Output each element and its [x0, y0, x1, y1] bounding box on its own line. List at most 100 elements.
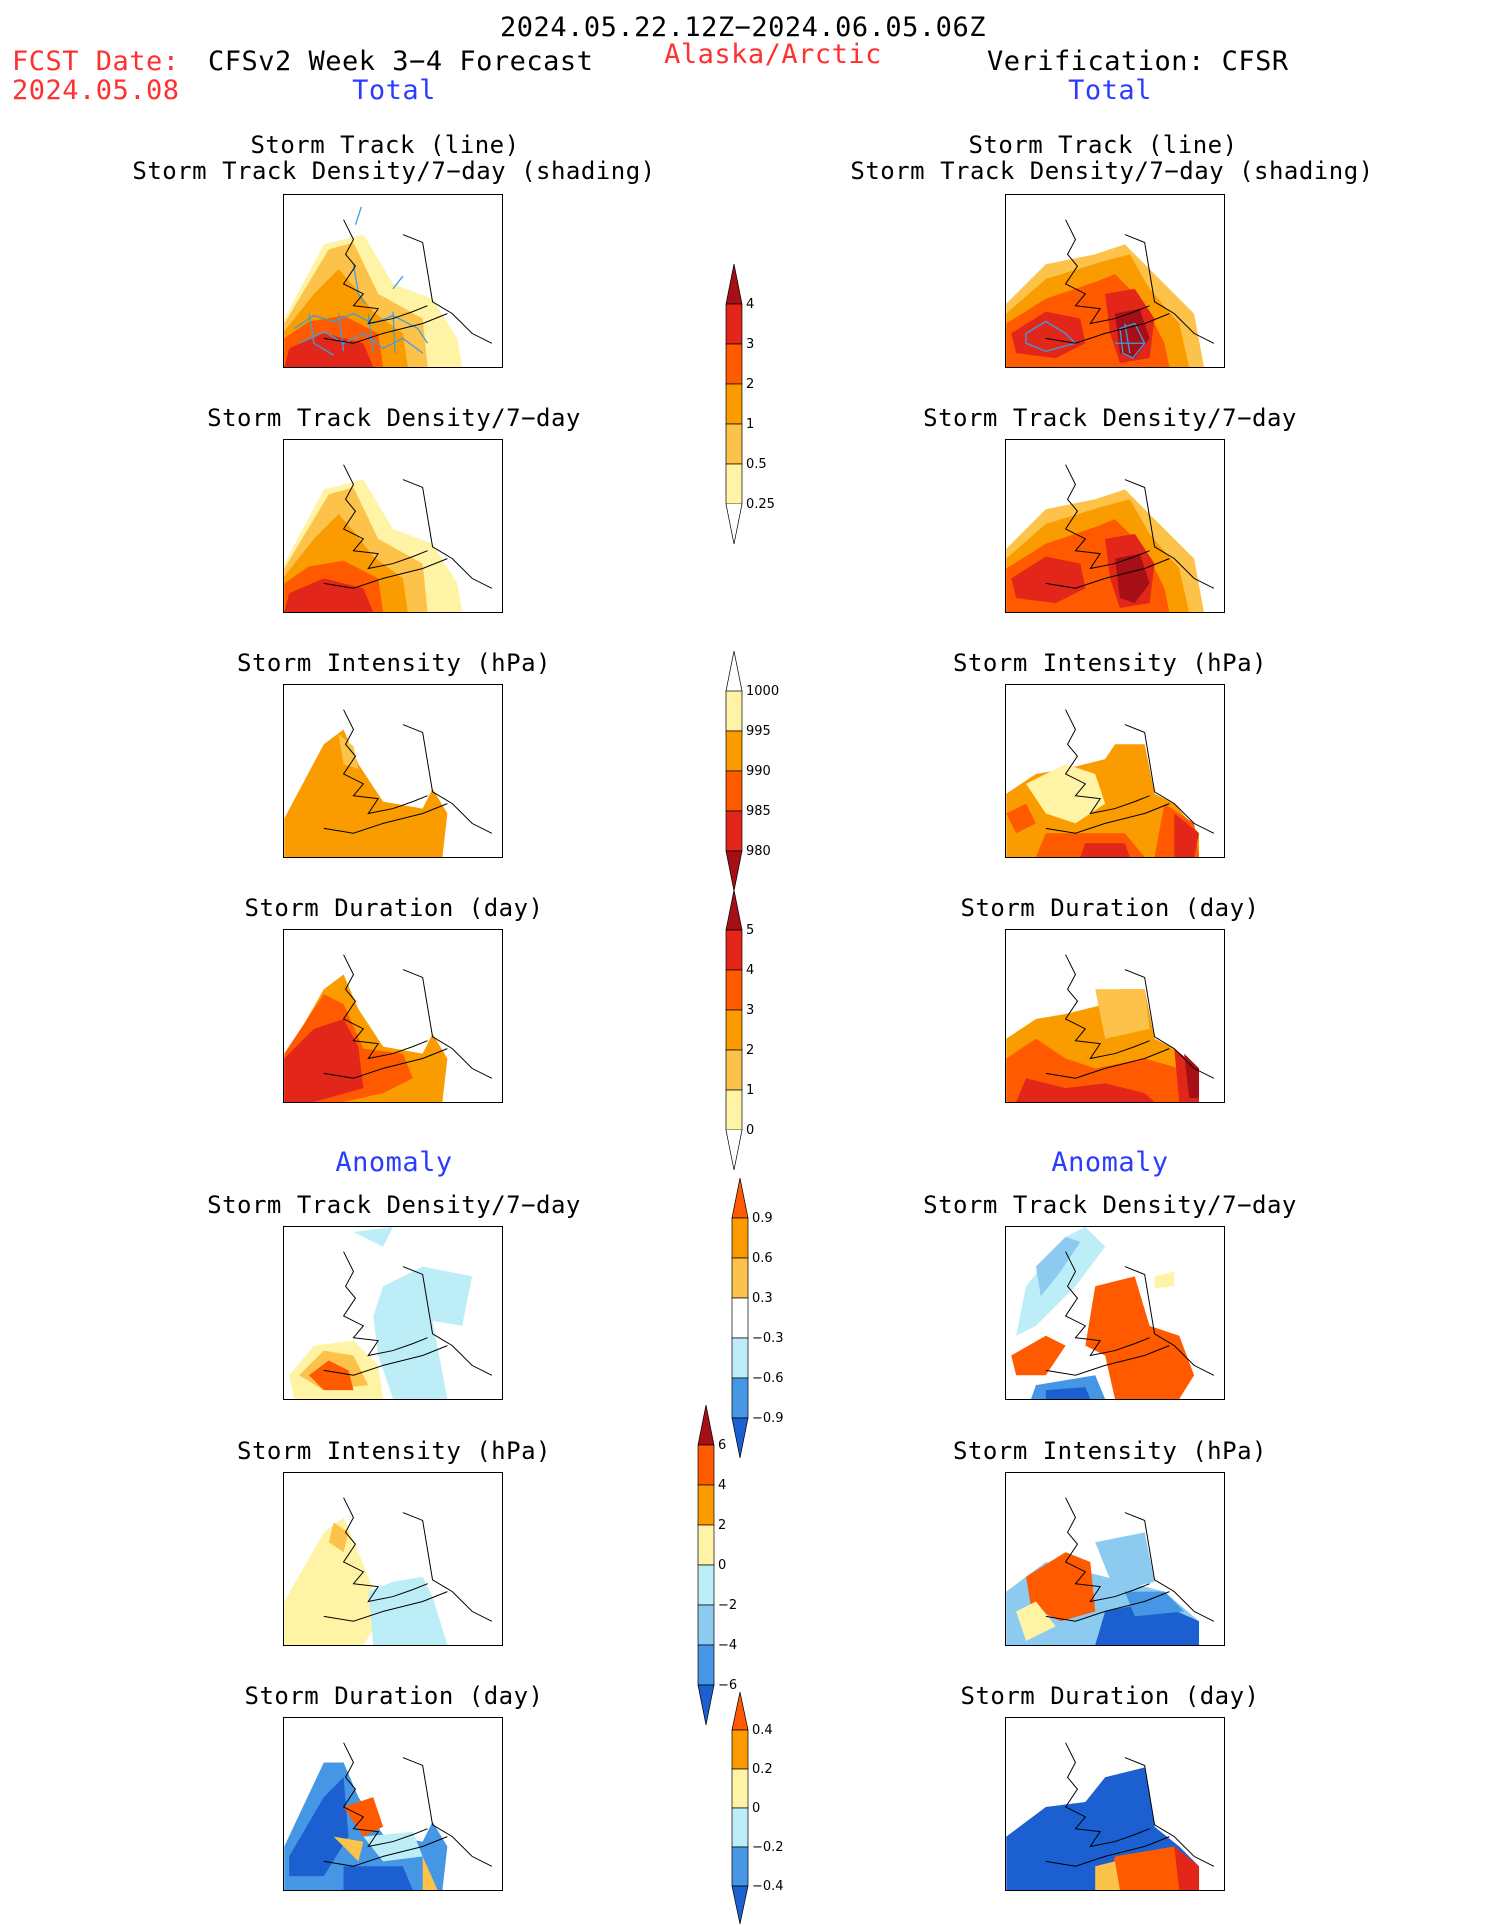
tick-intensity-total-2: 990 — [746, 764, 771, 779]
title-r3: Storm Intensity (hPa) — [953, 649, 1267, 677]
tick-duration-total-4: 1 — [746, 1083, 755, 1098]
verif-duration-plot — [1006, 954, 1215, 1102]
tick-intensity-anom-5: −4 — [718, 1638, 738, 1653]
verif-track-plot — [1006, 219, 1215, 367]
colorbar-density-total-bar — [725, 264, 743, 544]
tick-density-total-4: 0.5 — [746, 457, 767, 472]
shade-5 — [284, 333, 374, 367]
tick-density-total-1: 3 — [746, 337, 755, 352]
total-label-left: Total — [352, 75, 436, 106]
map-verif-track — [1005, 194, 1225, 368]
colorbar-intensity-anom: 6 4 2 0 −2 −4 −6 — [696, 1405, 786, 1725]
tick-density-anom-5: −0.9 — [752, 1411, 784, 1426]
verif-intensity-plot — [1006, 709, 1215, 857]
colorbar-density-anom: 0.9 0.6 0.3 −0.3 −0.6 −0.9 — [730, 1178, 820, 1458]
tick-density-anom-0: 0.9 — [752, 1211, 773, 1226]
forecast-intensity-plot — [284, 709, 493, 857]
map-forecast-density-anom — [283, 1226, 503, 1400]
verif-intensity-anom-plot — [1006, 1497, 1215, 1645]
anomaly-label-right: Anomaly — [1051, 1147, 1169, 1178]
colorbar-intensity-total: 1000 995 990 985 980 — [724, 651, 814, 891]
map-forecast-track — [283, 194, 503, 368]
forecast-duration-anom-plot — [284, 1742, 493, 1890]
title-r7: Storm Duration (day) — [960, 1682, 1260, 1710]
coastline — [323, 219, 493, 344]
tick-intensity-total-1: 995 — [746, 724, 771, 739]
tick-duration-anom-4: −0.4 — [752, 1879, 784, 1894]
map-verif-intensity-anom — [1005, 1472, 1225, 1646]
forecast-track-plot — [284, 206, 493, 367]
colorbar-duration-anom: 0.4 0.2 0 −0.2 −0.4 — [730, 1692, 820, 1924]
tick-density-anom-1: 0.6 — [752, 1251, 773, 1266]
verification-title: Verification: CFSR — [987, 46, 1289, 77]
tick-intensity-total-3: 985 — [746, 804, 771, 819]
colorbar-density-total: 4 3 2 1 0.5 0.25 — [724, 264, 814, 544]
title-l4: Storm Duration (day) — [244, 894, 544, 922]
tick-density-total-0: 4 — [746, 297, 755, 312]
tick-duration-anom-1: 0.2 — [752, 1762, 773, 1777]
tick-duration-total-2: 3 — [746, 1003, 755, 1018]
map-verif-density-anom — [1005, 1226, 1225, 1400]
map-forecast-duration-anom — [283, 1717, 503, 1891]
coastline — [1045, 219, 1215, 344]
forecast-intensity-anom-plot — [284, 1497, 493, 1645]
title-l3: Storm Intensity (hPa) — [237, 649, 551, 677]
tick-duration-anom-3: −0.2 — [752, 1840, 784, 1855]
verif-duration-anom-plot — [1006, 1742, 1215, 1890]
tick-density-anom-3: −0.3 — [752, 1331, 784, 1346]
map-forecast-intensity-anom — [283, 1472, 503, 1646]
colorbar-density-anom-bar — [731, 1178, 749, 1458]
title-r4: Storm Duration (day) — [960, 894, 1260, 922]
forecast-duration-plot — [284, 954, 493, 1102]
tick-duration-anom-2: 0 — [752, 1801, 761, 1816]
title-l6: Storm Intensity (hPa) — [237, 1437, 551, 1465]
map-verif-density — [1005, 439, 1225, 613]
title-l7: Storm Duration (day) — [244, 1682, 544, 1710]
map-forecast-density — [283, 439, 503, 613]
colorbar-intensity-anom-bar — [697, 1405, 715, 1725]
tick-intensity-anom-2: 2 — [718, 1518, 727, 1533]
tick-density-anom-2: 0.3 — [752, 1291, 773, 1306]
total-label-right: Total — [1068, 75, 1152, 106]
map-verif-duration-anom — [1005, 1717, 1225, 1891]
title-l1b: Storm Track Density/7−day (shading) — [132, 157, 656, 185]
tick-intensity-anom-4: −2 — [718, 1598, 738, 1613]
title-r1a: Storm Track (line) — [968, 131, 1238, 159]
map-verif-intensity — [1005, 684, 1225, 858]
date-range-title: 2024.05.22.12Z−2024.06.05.06Z — [500, 12, 986, 43]
tick-duration-total-0: 5 — [746, 923, 755, 938]
colorbar-duration-anom-bar — [731, 1692, 749, 1924]
tick-density-anom-4: −0.6 — [752, 1371, 784, 1386]
verif-density-anom-plot — [1011, 1227, 1215, 1399]
forecast-title: CFSv2 Week 3−4 Forecast — [208, 46, 594, 77]
forecast-density-anom-plot — [289, 1227, 493, 1399]
tick-intensity-anom-1: 4 — [718, 1478, 727, 1493]
title-r6: Storm Intensity (hPa) — [953, 1437, 1267, 1465]
tick-density-total-5: 0.25 — [746, 497, 775, 512]
tick-intensity-anom-3: 0 — [718, 1558, 727, 1573]
map-forecast-intensity — [283, 684, 503, 858]
tick-duration-total-5: 0 — [746, 1123, 755, 1138]
fcst-date-value: 2024.05.08 — [12, 75, 180, 106]
title-r5: Storm Track Density/7−day — [923, 1191, 1297, 1219]
colorbar-duration-total-bar — [725, 890, 743, 1170]
fcst-date-label: FCST Date: — [12, 46, 180, 77]
tick-intensity-total-4: 980 — [746, 844, 771, 859]
tick-density-total-3: 1 — [746, 417, 755, 432]
shade-4 — [1011, 311, 1086, 359]
title-r1b: Storm Track Density/7−day (shading) — [850, 157, 1374, 185]
map-forecast-duration — [283, 929, 503, 1103]
tick-intensity-total-0: 1000 — [746, 684, 780, 699]
title-l1a: Storm Track (line) — [250, 131, 520, 159]
tick-duration-total-3: 2 — [746, 1043, 755, 1058]
shade-6 — [1115, 308, 1150, 359]
title-r2: Storm Track Density/7−day — [923, 404, 1297, 432]
anomaly-label-left: Anomaly — [335, 1147, 453, 1178]
tick-duration-anom-0: 0.4 — [752, 1723, 773, 1738]
forecast-density-plot — [284, 464, 493, 612]
tick-intensity-anom-6: −6 — [718, 1678, 738, 1693]
title-l2: Storm Track Density/7−day — [207, 404, 581, 432]
colorbar-duration-total: 5 4 3 2 1 0 — [724, 890, 814, 1170]
title-l5: Storm Track Density/7−day — [207, 1191, 581, 1219]
region-title: Alaska/Arctic — [664, 39, 882, 70]
